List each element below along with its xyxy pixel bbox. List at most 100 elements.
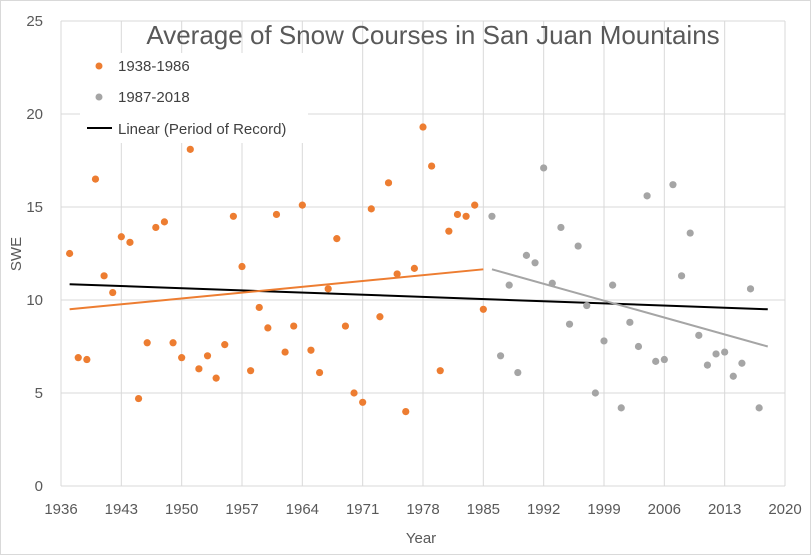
point-1987-2018: [600, 337, 608, 345]
point-1987-2018: [755, 404, 763, 412]
point-1938-1986: [238, 262, 246, 271]
point-1987-2018: [548, 279, 556, 287]
point-1938-1986: [91, 175, 100, 183]
point-1938-1986: [359, 398, 367, 406]
point-1938-1986: [307, 346, 315, 354]
trendline-0: [69, 283, 768, 311]
point-1938-1986: [324, 285, 332, 293]
legend-background: [80, 53, 308, 143]
point-1987-2018: [721, 348, 729, 356]
point-1938-1986: [298, 201, 306, 209]
point-1987-2018: [609, 281, 617, 289]
legend-marker-1987-2018: [95, 93, 103, 101]
point-1938-1986: [376, 313, 384, 321]
point-1987-2018: [505, 281, 513, 289]
point-1938-1986: [203, 352, 212, 360]
point-1938-1986: [229, 212, 237, 220]
point-1987-2018: [643, 192, 651, 200]
point-1987-2018: [617, 404, 625, 412]
point-1987-2018: [574, 242, 582, 250]
y-tick-label: 10: [26, 292, 43, 309]
point-1938-1986: [178, 354, 186, 362]
legend-label-1987-2018: 1987-2018: [118, 89, 190, 106]
y-tick-label: 0: [35, 478, 43, 495]
point-1938-1986: [419, 123, 427, 131]
x-tick-label: 1992: [527, 501, 560, 518]
y-axis-ticks: 0 5 10 15 20 25: [26, 13, 43, 495]
point-1987-2018: [738, 359, 746, 367]
point-1938-1986: [428, 162, 436, 170]
y-tick-label: 15: [26, 199, 43, 216]
point-1938-1986: [212, 374, 220, 382]
trendlines: [69, 268, 769, 348]
point-1938-1986: [402, 408, 410, 416]
point-1938-1986: [393, 270, 401, 278]
x-tick-label: 1964: [286, 501, 319, 518]
chart-title: Average of Snow Courses in San Juan Moun…: [146, 20, 719, 50]
point-1938-1986: [143, 339, 151, 347]
point-1938-1986: [264, 324, 272, 332]
y-axis-title: SWE: [8, 237, 25, 271]
point-1987-2018: [626, 318, 634, 326]
point-1987-2018: [729, 372, 737, 380]
point-1938-1986: [247, 367, 255, 375]
point-1987-2018: [514, 368, 522, 377]
point-1938-1986: [410, 264, 418, 272]
point-1938-1986: [221, 341, 229, 349]
point-1938-1986: [367, 205, 375, 213]
point-1938-1986: [272, 210, 281, 219]
point-1938-1986: [255, 303, 263, 312]
x-tick-label: 1957: [225, 501, 258, 518]
x-tick-label: 2020: [768, 501, 801, 518]
legend: 1938-1986 1987-2018 Linear (Period of Re…: [80, 53, 308, 143]
point-1938-1986: [436, 367, 444, 375]
point-1938-1986: [126, 238, 134, 246]
point-1987-2018: [746, 285, 755, 293]
point-1987-2018: [496, 352, 505, 360]
point-1987-2018: [591, 389, 599, 397]
point-1987-2018: [557, 223, 565, 232]
point-1987-2018: [565, 320, 574, 328]
point-1987-2018: [522, 251, 531, 259]
point-1938-1986: [195, 365, 203, 373]
point-1938-1986: [341, 322, 350, 330]
point-1938-1986: [350, 389, 358, 397]
x-tick-label: 1978: [406, 501, 439, 518]
point-1987-2018: [660, 355, 668, 364]
point-1938-1986: [134, 394, 143, 403]
x-axis-ticks: 1936 1943 1950 1957 1964 1971 1978 1985 1992 1999…: [44, 501, 801, 518]
y-tick-label: 5: [35, 385, 43, 402]
point-1938-1986: [169, 339, 177, 347]
point-1938-1986: [384, 179, 393, 187]
point-1938-1986: [117, 233, 125, 241]
point-1938-1986: [462, 212, 470, 220]
point-1938-1986: [109, 288, 117, 297]
point-1938-1986: [333, 235, 341, 243]
point-1987-2018: [488, 212, 496, 220]
x-axis-title: Year: [406, 530, 436, 547]
point-1938-1986: [479, 305, 487, 313]
x-tick-label: 2013: [708, 501, 741, 518]
point-1938-1986: [74, 354, 82, 362]
point-1938-1986: [100, 272, 108, 280]
point-1987-2018: [652, 357, 660, 365]
y-tick-label: 20: [26, 106, 43, 123]
point-1938-1986: [290, 322, 298, 330]
x-tick-label: 1936: [44, 501, 77, 518]
point-1987-2018: [531, 259, 539, 267]
point-1987-2018: [583, 301, 591, 310]
x-tick-label: 1999: [587, 501, 620, 518]
point-1938-1986: [453, 210, 462, 219]
point-1938-1986: [186, 145, 194, 153]
legend-label-linear-trend: Linear (Period of Record): [118, 121, 286, 138]
point-1938-1986: [471, 201, 479, 209]
point-1987-2018: [712, 350, 720, 358]
trendline-2: [491, 268, 769, 348]
x-tick-label: 1985: [467, 501, 500, 518]
point-1987-2018: [695, 331, 703, 339]
point-1987-2018: [677, 272, 686, 280]
point-1938-1986: [66, 249, 74, 258]
point-1987-2018: [686, 229, 694, 237]
